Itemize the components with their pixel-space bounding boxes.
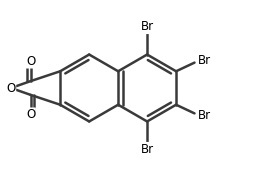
Text: O: O <box>6 81 15 95</box>
Text: Br: Br <box>197 109 210 122</box>
Text: O: O <box>26 55 35 68</box>
Text: O: O <box>26 108 35 121</box>
Text: Br: Br <box>197 54 210 67</box>
Text: Br: Br <box>140 143 153 156</box>
Text: Br: Br <box>140 20 153 33</box>
